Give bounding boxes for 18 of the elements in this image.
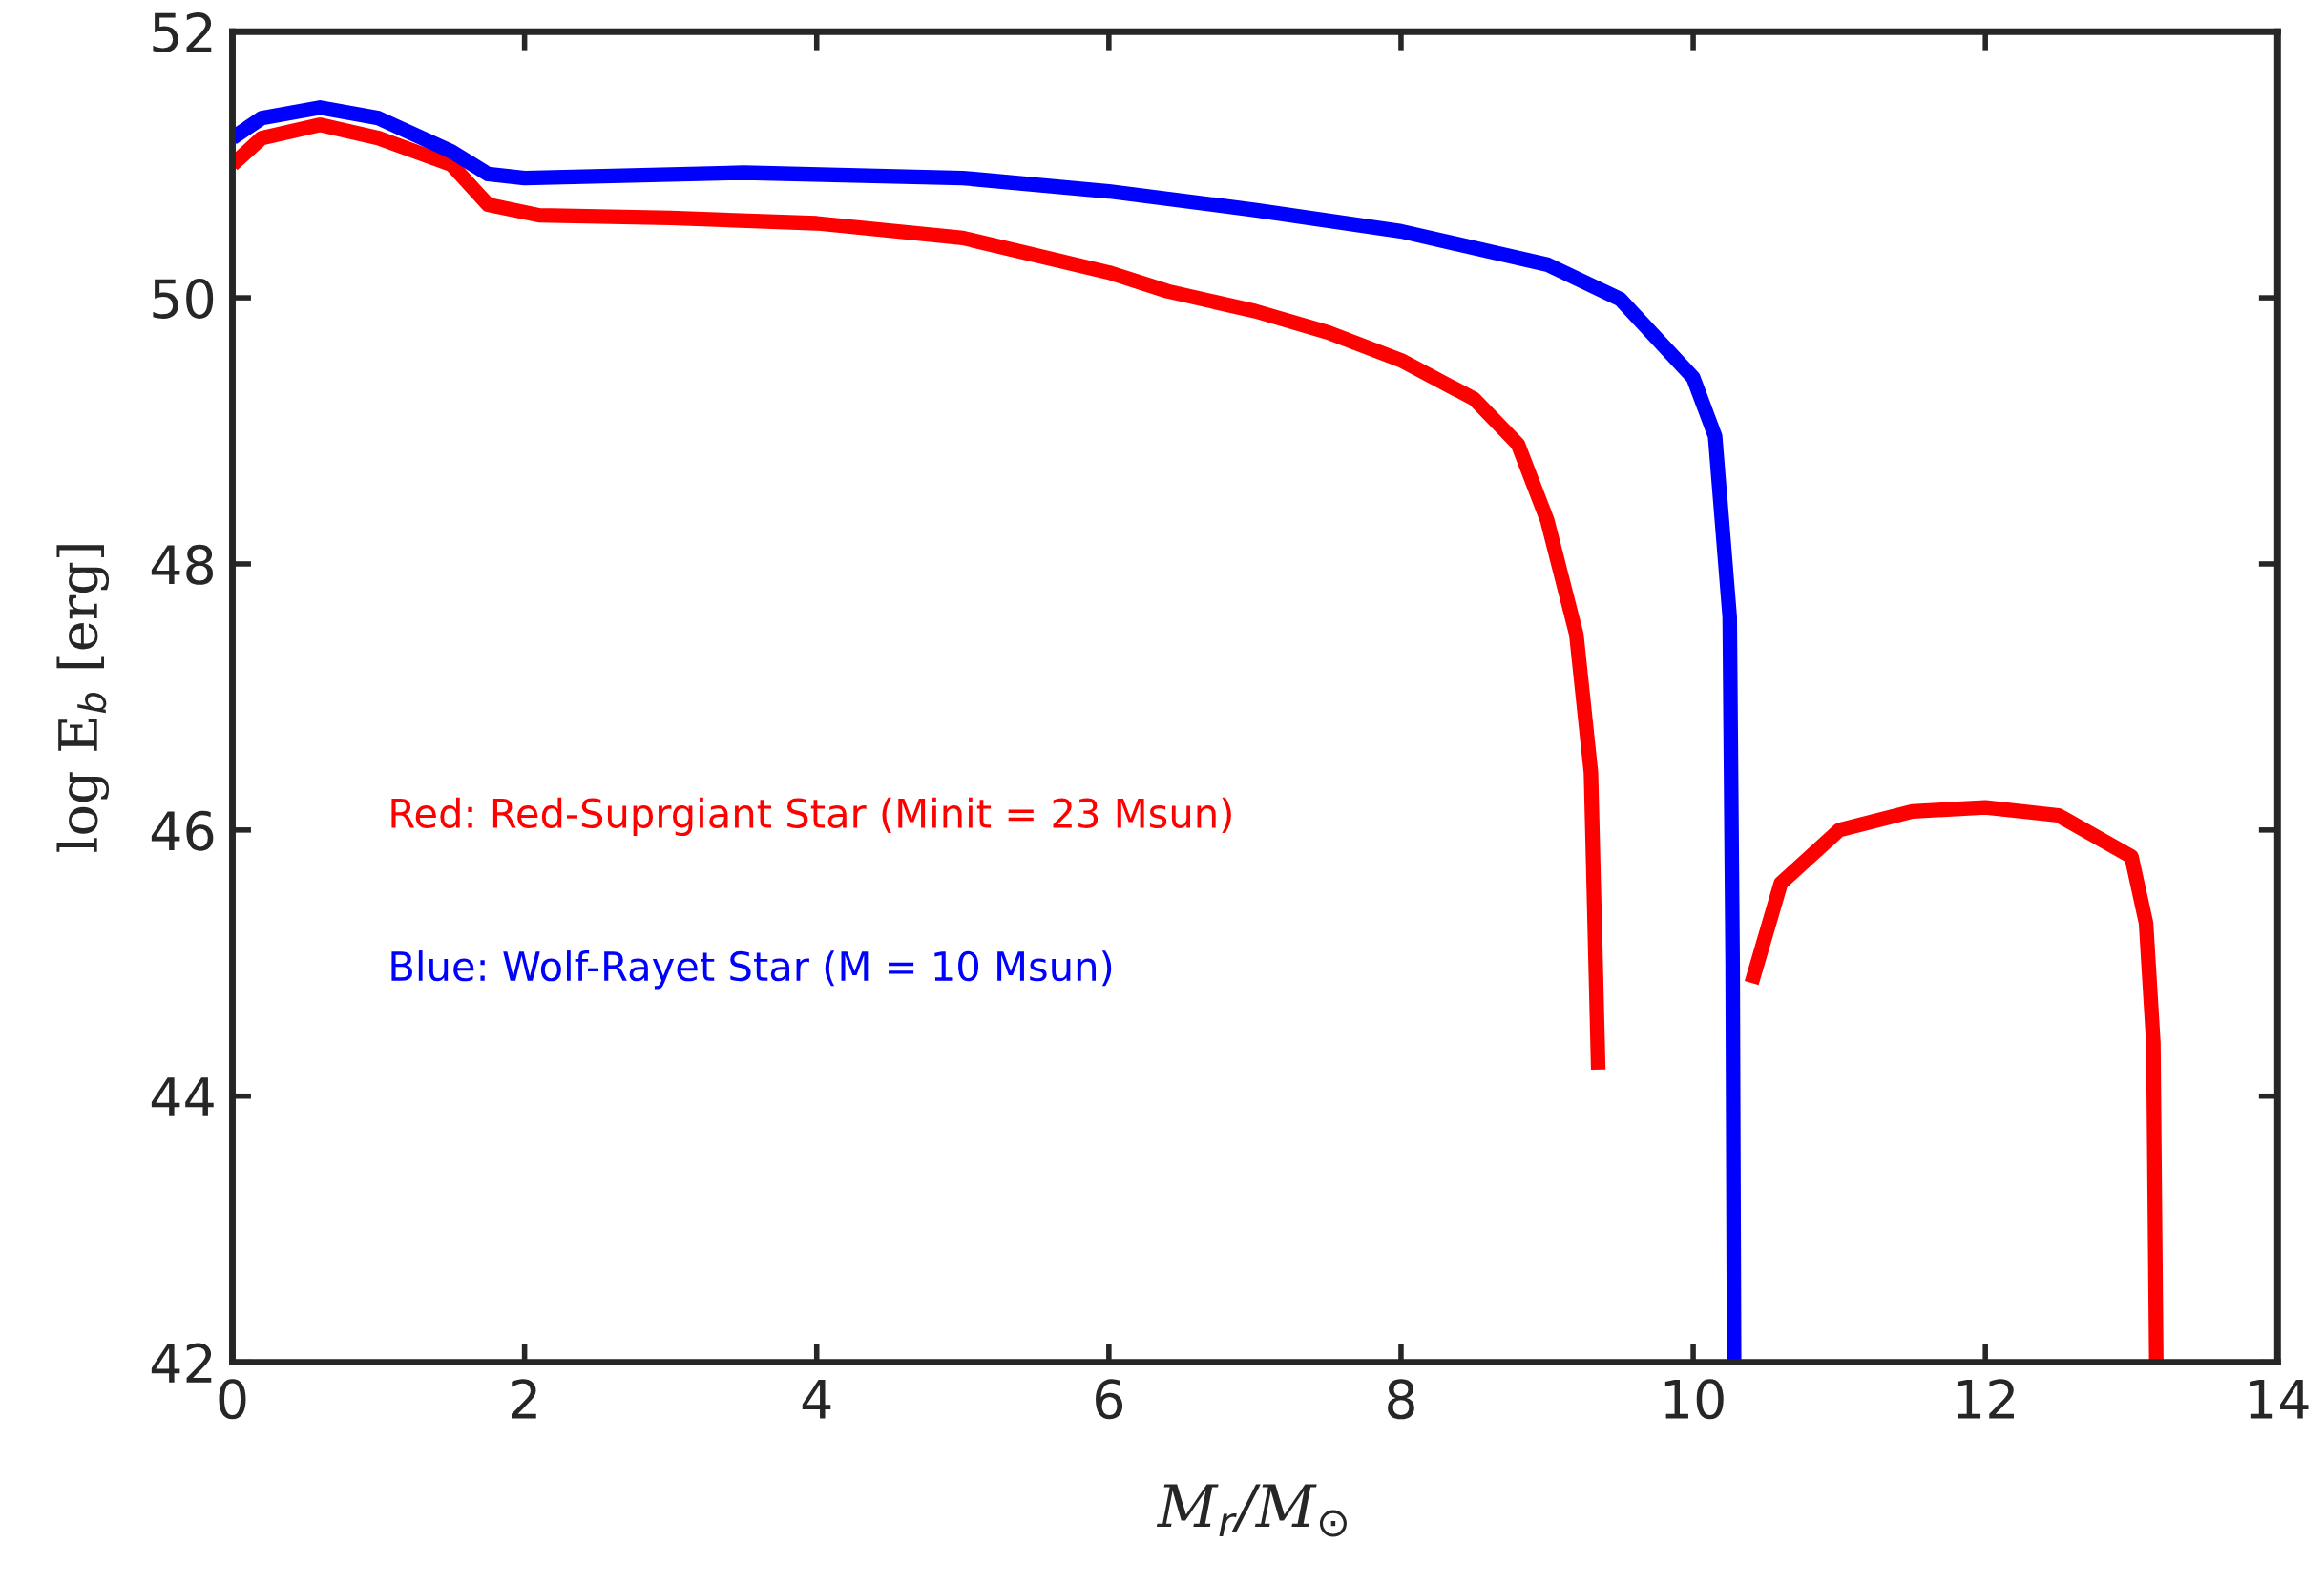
x-tick-label: 14 [2250, 1379, 2309, 1419]
text: Red: Red-Suprgiant Star (Minit = 23 Msun) [391, 797, 1231, 837]
x-tick-label: 2 [512, 1379, 536, 1419]
y-tick-label: 42 [151, 1343, 212, 1383]
x-tick-label: 0 [219, 1379, 246, 1420]
x-tick-label: 10 [1664, 1379, 1724, 1420]
x-tick-label: 6 [1096, 1379, 1123, 1420]
y-axis-title: log E$_{b}$ [erg] [56, 545, 110, 852]
y-tick-label: 44 [151, 1077, 214, 1116]
x-tick-label: 8 [1388, 1379, 1414, 1420]
x-tick-label: 12 [1957, 1379, 2014, 1419]
x-tick-label: 4 [802, 1379, 831, 1419]
y-tick-label: 50 [153, 278, 214, 319]
x-axis-title: M$_{r}$/M$_{⊙}$ [1156, 1484, 1347, 1537]
text: Blue: Wolf-Rayet Star (M = 10 Msun) [391, 950, 1112, 990]
y-tick-label: 46 [151, 810, 214, 851]
y-tick-label: 52 [153, 12, 212, 53]
y-tick-label: 48 [151, 544, 214, 585]
